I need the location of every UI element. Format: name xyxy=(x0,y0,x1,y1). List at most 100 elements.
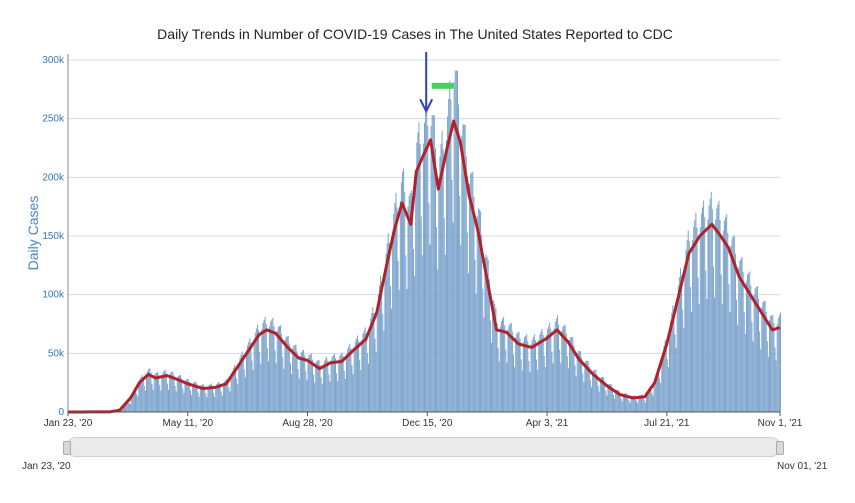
daily-case-bar xyxy=(386,243,388,412)
daily-case-bar xyxy=(272,317,274,412)
daily-case-bar xyxy=(761,307,763,412)
daily-case-bar xyxy=(760,349,762,412)
daily-case-bar xyxy=(516,333,518,412)
daily-case-bar xyxy=(262,323,264,412)
daily-case-bar xyxy=(434,148,436,412)
daily-case-bar xyxy=(135,388,137,412)
daily-case-bar xyxy=(689,287,691,412)
daily-case-bar xyxy=(730,245,732,412)
daily-case-bar xyxy=(719,220,721,412)
daily-case-bar xyxy=(131,394,133,412)
daily-case-bar xyxy=(233,365,235,412)
daily-case-bar xyxy=(636,400,638,412)
navigator-right-handle[interactable] xyxy=(776,441,784,455)
daily-case-bar xyxy=(767,356,769,412)
daily-case-bar xyxy=(261,329,263,412)
daily-case-bar xyxy=(738,267,740,412)
daily-case-bar xyxy=(283,368,285,412)
daily-case-bar xyxy=(436,227,438,412)
x-tick-label: Jan 23, '20 xyxy=(44,418,93,429)
daily-case-bar xyxy=(672,305,674,412)
daily-case-bar xyxy=(515,337,517,412)
daily-case-bar xyxy=(496,323,498,412)
daily-case-bar xyxy=(561,330,563,412)
daily-case-bar xyxy=(533,334,535,412)
daily-case-bar xyxy=(214,396,216,412)
daily-case-bar xyxy=(612,394,614,412)
daily-case-bar xyxy=(452,222,454,412)
daily-case-bar xyxy=(682,309,684,412)
daily-case-bar xyxy=(203,384,205,412)
daily-case-bar xyxy=(740,258,742,412)
daily-case-bar xyxy=(607,384,609,412)
daily-case-bar xyxy=(474,259,476,412)
daily-case-bar xyxy=(296,351,298,412)
daily-case-bar xyxy=(183,393,185,412)
daily-case-bar xyxy=(640,394,642,412)
daily-case-bar xyxy=(160,390,162,412)
daily-case-bar xyxy=(418,122,420,413)
daily-case-bar xyxy=(198,396,200,412)
daily-case-bar xyxy=(638,396,640,412)
daily-case-bar xyxy=(149,368,151,412)
daily-case-bar xyxy=(247,345,249,412)
daily-case-bar xyxy=(771,315,773,412)
daily-case-bar xyxy=(733,235,735,412)
daily-case-bar xyxy=(309,354,311,412)
daily-case-bar xyxy=(426,101,428,412)
daily-case-bar xyxy=(671,313,673,412)
daily-case-bar xyxy=(255,328,257,412)
daily-case-bar xyxy=(488,278,490,412)
daily-case-bar xyxy=(382,313,384,412)
daily-case-bar xyxy=(547,329,549,412)
daily-case-bar xyxy=(575,375,577,412)
daily-case-bar xyxy=(564,324,566,412)
daily-case-bar xyxy=(370,318,372,412)
daily-case-bar xyxy=(486,256,488,412)
daily-case-bar xyxy=(732,236,734,412)
daily-case-bar xyxy=(777,318,779,412)
daily-case-bar xyxy=(438,177,440,412)
daily-case-bar xyxy=(244,377,246,412)
daily-case-bar xyxy=(169,374,171,412)
daily-case-bar xyxy=(440,143,442,412)
daily-case-bar xyxy=(550,329,552,412)
daily-case-bar xyxy=(120,409,122,412)
daily-case-bar xyxy=(151,383,153,412)
daily-case-bar xyxy=(562,326,564,412)
daily-case-bar xyxy=(569,339,571,412)
daily-case-bar xyxy=(308,355,310,412)
daily-case-bar xyxy=(384,268,386,412)
daily-case-bar xyxy=(330,360,332,412)
daily-case-bar xyxy=(206,397,208,412)
daily-case-bar xyxy=(487,259,489,412)
daily-case-bar xyxy=(461,135,463,412)
daily-case-bar xyxy=(647,391,649,412)
daily-case-bar xyxy=(489,320,491,412)
daily-case-bar xyxy=(514,367,516,412)
daily-case-bar xyxy=(500,321,502,412)
daily-case-bar xyxy=(389,285,391,412)
daily-case-bar xyxy=(388,242,390,412)
daily-case-bar xyxy=(327,360,329,412)
daily-case-bar xyxy=(424,122,425,413)
daily-case-bar xyxy=(394,202,396,412)
navigator-left-handle[interactable] xyxy=(63,441,71,455)
daily-case-bar xyxy=(574,365,576,412)
daily-case-bar xyxy=(186,379,188,412)
daily-case-bar xyxy=(140,377,142,412)
daily-case-bar xyxy=(451,179,453,412)
daily-case-bar xyxy=(187,378,189,412)
range-navigator[interactable] xyxy=(63,437,784,457)
daily-case-bar xyxy=(610,384,612,412)
daily-case-bar xyxy=(611,387,613,412)
navigator-start-label: Jan 23, '20 xyxy=(22,461,71,472)
daily-case-bar xyxy=(736,299,738,412)
daily-case-bar xyxy=(328,374,330,412)
daily-case-bar xyxy=(444,254,446,412)
daily-case-bar xyxy=(513,354,514,412)
daily-case-bar xyxy=(759,331,761,412)
daily-case-bar xyxy=(170,372,172,412)
daily-case-bar xyxy=(320,377,322,412)
daily-case-bar xyxy=(439,156,441,412)
